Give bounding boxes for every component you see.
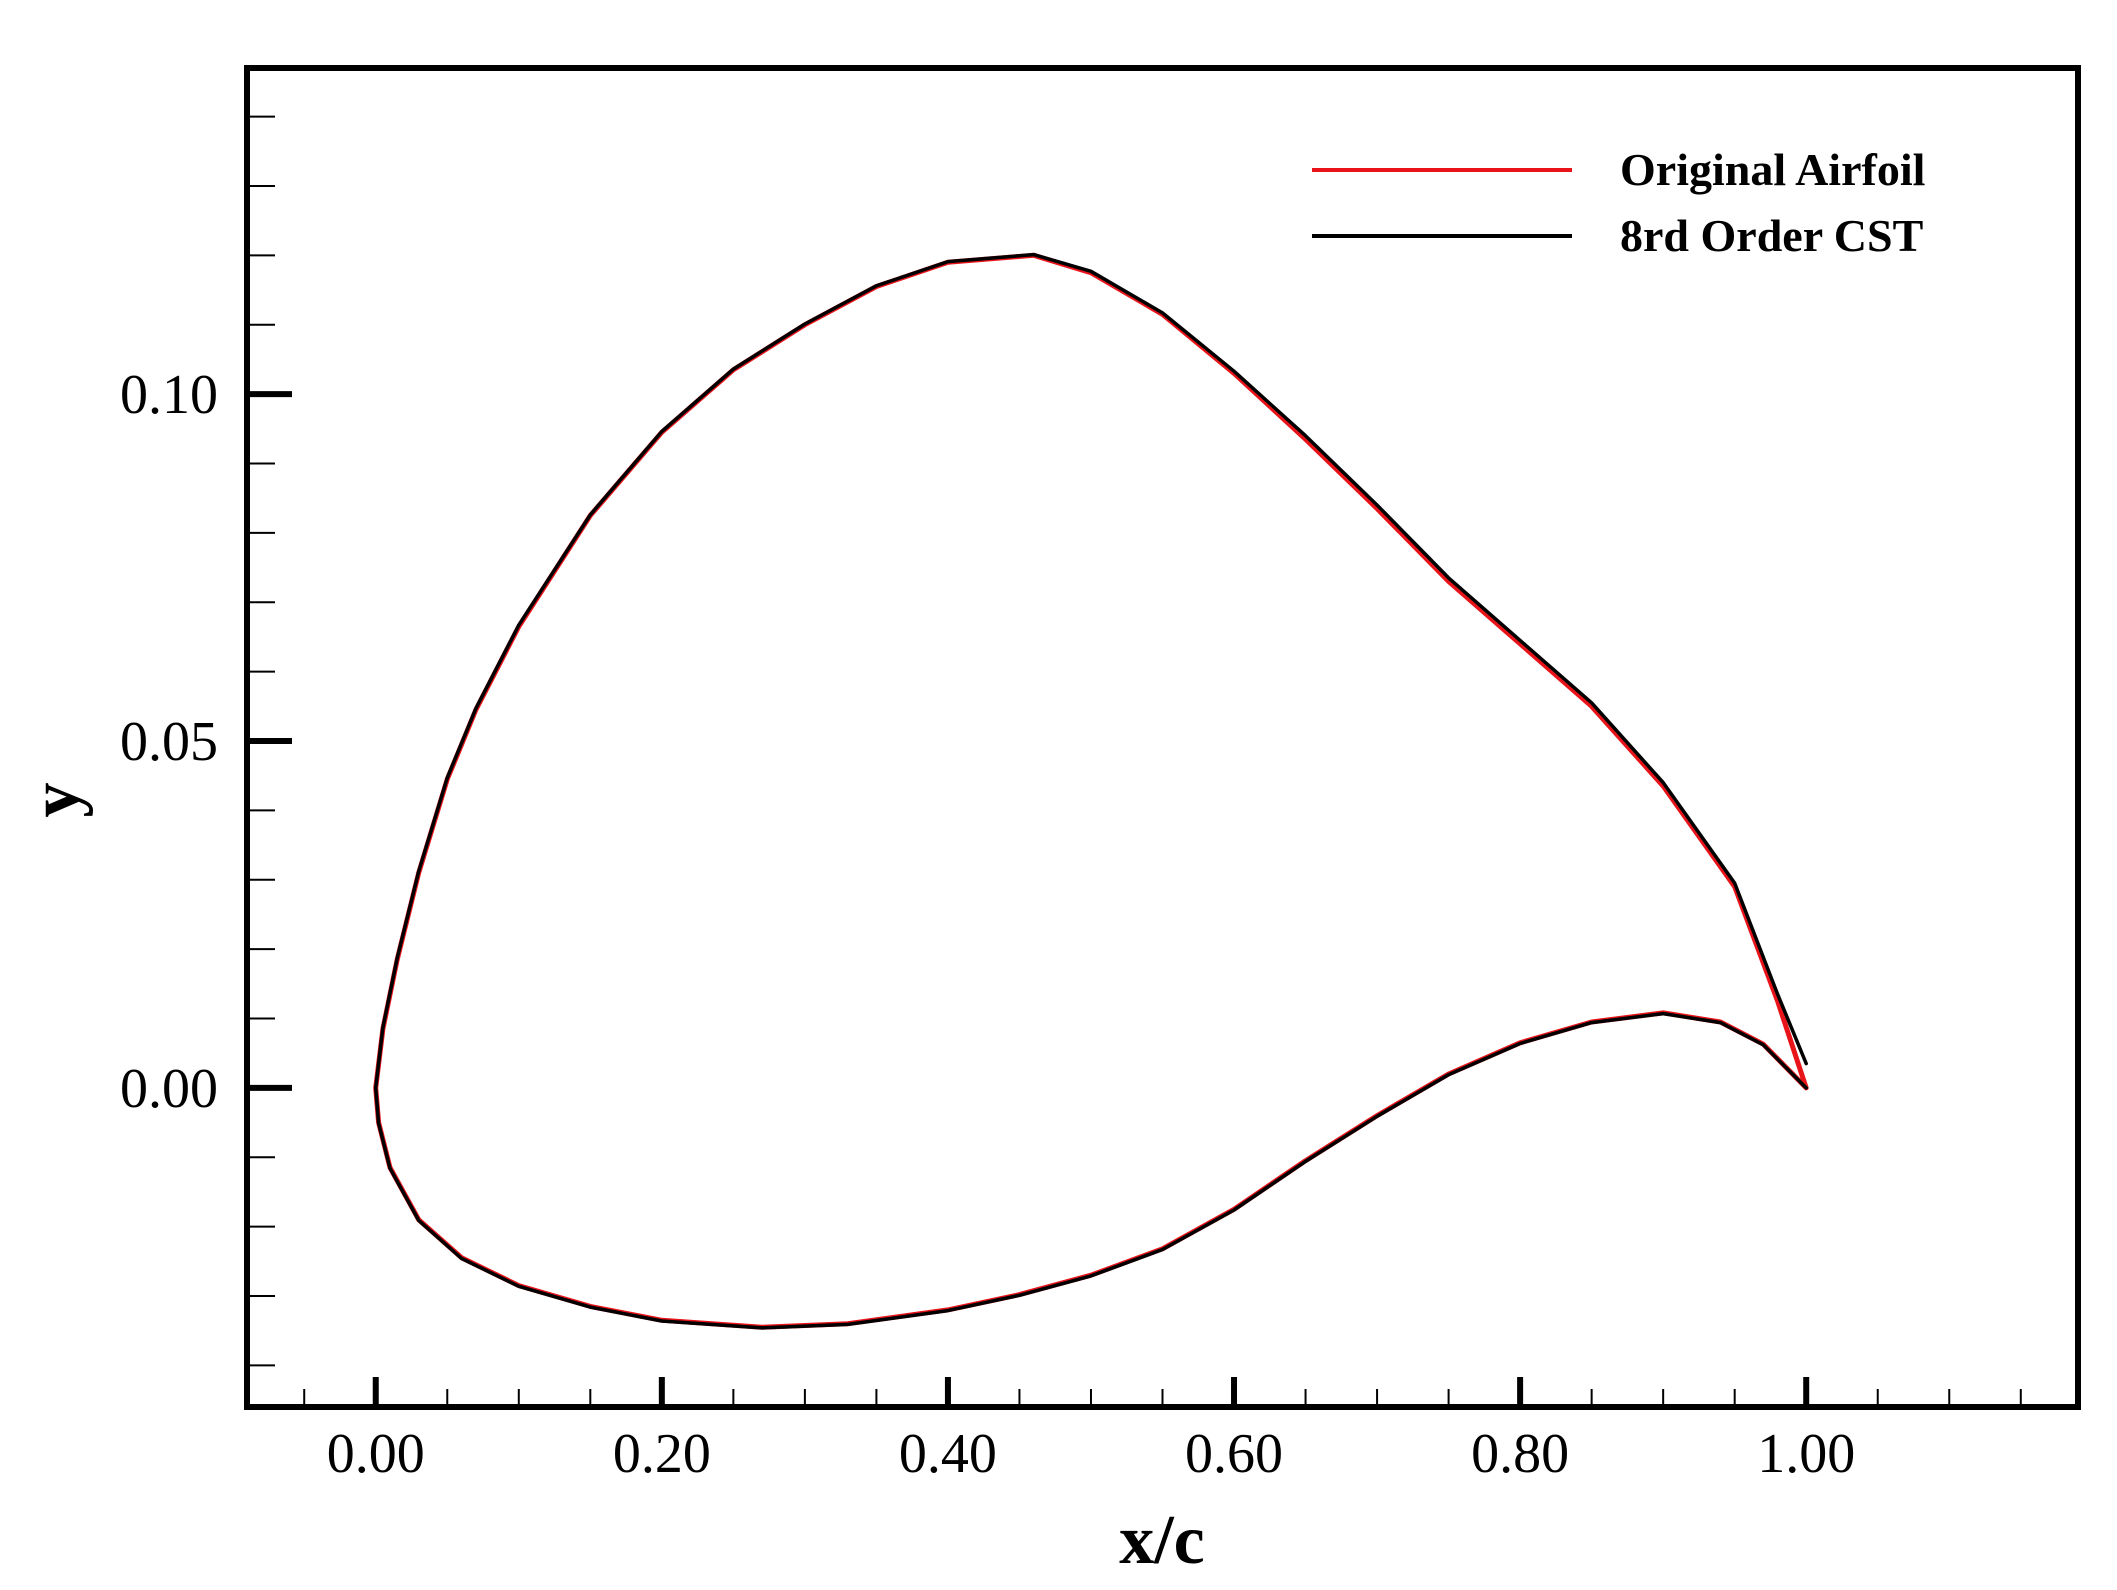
series-line-original-airfoil bbox=[373, 252, 1809, 1330]
y-axis-title: y bbox=[17, 783, 94, 818]
ticks-layer: 0.00 0.20 0.40 0.60 0.80 1.00 0.00 0.05 0.10 bbox=[120, 115, 2022, 1485]
x-tick-label: 0.80 bbox=[1471, 1423, 1569, 1485]
x-tick-label: 0.40 bbox=[899, 1423, 997, 1485]
legend: Original Airfoil 8rd Order CST bbox=[1312, 144, 1925, 261]
y-tick-label: 0.00 bbox=[120, 1058, 218, 1120]
plot-frame bbox=[244, 65, 2081, 1410]
x-tick-label: 0.20 bbox=[613, 1423, 711, 1485]
x-tick-label: 1.00 bbox=[1757, 1423, 1855, 1485]
x-tick-label: 0.60 bbox=[1185, 1423, 1283, 1485]
y-tick-label: 0.10 bbox=[120, 364, 218, 426]
x-axis-title: x/c bbox=[1119, 1502, 1205, 1579]
series-line-8rd-order-cst bbox=[373, 252, 1808, 1330]
y-tick-label: 0.05 bbox=[120, 711, 218, 773]
series-layer bbox=[373, 252, 1809, 1330]
x-tick-label: 0.00 bbox=[327, 1423, 425, 1485]
legend-label-original-airfoil: Original Airfoil bbox=[1620, 144, 1925, 195]
legend-label-8rd-order-cst: 8rd Order CST bbox=[1620, 210, 1923, 261]
